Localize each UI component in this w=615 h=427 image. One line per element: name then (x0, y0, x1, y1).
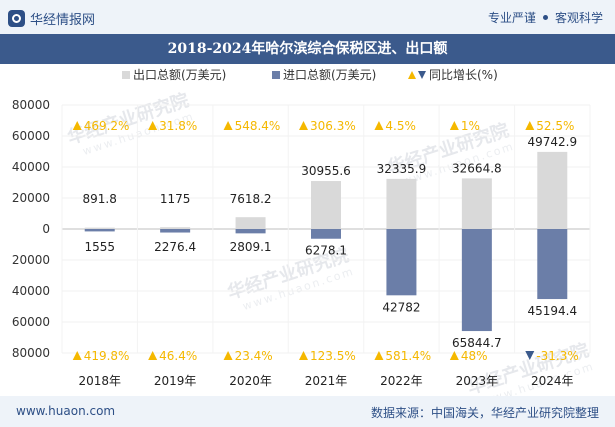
import-growth-label: 581.4% (385, 349, 431, 363)
legend-export-swatch (122, 71, 130, 79)
footer-source: 数据来源：中国海关，华经产业研究院整理 (370, 406, 599, 420)
export-growth-label: 469.2% (84, 119, 130, 133)
export-bar (386, 178, 417, 229)
footer: www.huaon.com 数据来源：中国海关，华经产业研究院整理 (0, 396, 615, 427)
gridlines (61, 104, 591, 354)
brand-name: 华经情报网 (30, 13, 96, 28)
y-tick-label: 80000 (12, 98, 50, 112)
bars (84, 151, 568, 332)
import-growth-label: 23.4% (235, 349, 273, 363)
import-growth-up-icon (374, 351, 384, 360)
export-bar (461, 178, 492, 229)
legend-growth-up-icon (408, 71, 416, 79)
x-axis: 2018年 2019年 2020年 2021年 2022年 2023年 2024年 (78, 374, 573, 388)
import-bar (386, 229, 417, 296)
export-growth-up-icon (374, 121, 384, 130)
import-growth-up-icon (223, 351, 233, 360)
legend-growth-down-icon (418, 71, 426, 79)
export-value-label: 30955.6 (301, 164, 351, 178)
chart-area: 华经产业研究院www.huaon.com华经产业研究院www.huaon.com… (12, 68, 596, 396)
import-bar (461, 229, 492, 332)
export-growth-up-icon (148, 121, 158, 130)
export-bar (311, 181, 341, 229)
export-value-label: 891.8 (83, 192, 117, 206)
slogan-left: 专业严谨 (487, 11, 536, 25)
footer-website[interactable]: www.huaon.com (16, 404, 116, 418)
import-value-label: 2809.1 (230, 240, 272, 254)
export-growth-label: 548.4% (235, 119, 281, 133)
y-axis: 80000 60000 40000 20000 0 20000 40000 60000 8000… (12, 98, 50, 360)
y-tick-label: 40000 (12, 284, 50, 298)
import-growth-up-icon (299, 351, 308, 360)
y-tick-label: 60000 (12, 315, 50, 329)
export-value-label: 7618.2 (230, 192, 272, 206)
y-tick-label: 20000 (12, 191, 50, 205)
import-growth-label: 123.5% (310, 349, 356, 363)
import-bar (160, 229, 191, 233)
import-growth-label: 419.8% (84, 349, 130, 363)
x-tick-label: 2022年 (380, 374, 423, 388)
brand-logo-icon (8, 10, 25, 27)
legend-import-label: 进口总额(万美元) (283, 68, 376, 82)
legend: 出口总额(万美元) 进口总额(万美元) 同比增长(%) (122, 68, 498, 82)
y-tick-label: 20000 (12, 253, 50, 267)
import-bar (537, 229, 568, 300)
export-value-label: 1175 (160, 192, 191, 206)
brand[interactable]: 华经情报网 (8, 9, 95, 28)
tagline: 专业严谨 客观科学 (488, 9, 603, 26)
slogan-right: 客观科学 (554, 11, 603, 25)
y-tick-label: 40000 (12, 160, 50, 174)
y-tick-label: 80000 (12, 346, 50, 360)
export-value-label: 32335.9 (377, 162, 427, 176)
export-growth-up-icon (525, 121, 535, 130)
import-value-label: 42782 (382, 300, 420, 314)
x-tick-label: 2020年 (229, 374, 272, 388)
import-bar (84, 229, 115, 232)
export-growth-label: 1% (461, 119, 480, 133)
export-growth-label: 31.8% (159, 119, 197, 133)
import-bar (311, 229, 341, 239)
bullet-dot-icon (542, 15, 548, 20)
import-growth-up-icon (449, 351, 459, 360)
x-tick-label: 2023年 (456, 374, 499, 388)
import-growth-up-icon (72, 351, 82, 360)
import-value-label: 45194.4 (527, 304, 577, 318)
export-value-label: 32664.8 (452, 161, 502, 175)
export-bar (537, 151, 568, 229)
legend-growth-label: 同比增长(%) (429, 68, 498, 82)
legend-import-swatch (272, 71, 280, 79)
export-bar (235, 217, 266, 229)
import-value-label: 65844.7 (452, 336, 502, 350)
export-bar (160, 227, 191, 229)
export-value-label: 49742.9 (527, 135, 577, 149)
export-growth-up-icon (449, 121, 459, 130)
export-bar (84, 227, 115, 229)
import-growth-label: -31.3% (536, 349, 578, 363)
x-tick-label: 2024年 (531, 374, 574, 388)
top-bar: 华经情报网 专业严谨 客观科学 (0, 0, 615, 34)
growth-markers: 469.2% 419.8% 31.8% 46.4% 548.4% 23.4% 306.3% 1… (72, 119, 579, 363)
y-tick-label: 60000 (12, 129, 50, 143)
chart-title: 2018-2024年哈尔滨综合保税区进、出口额 (0, 34, 615, 64)
legend-export-label: 出口总额(万美元) (133, 68, 226, 82)
x-tick-label: 2019年 (154, 374, 197, 388)
export-growth-up-icon (72, 121, 82, 130)
export-growth-label: 52.5% (536, 119, 574, 133)
data-labels: 891.8 1555 1175 2276.4 7618.2 2809.1 30955.6 62… (83, 135, 578, 350)
y-tick-label: 0 (42, 222, 50, 236)
import-growth-up-icon (148, 351, 158, 360)
import-bar (235, 229, 266, 234)
import-value-label: 6278.1 (305, 244, 347, 258)
import-value-label: 2276.4 (154, 240, 196, 254)
export-growth-label: 306.3% (310, 119, 356, 133)
x-tick-label: 2021年 (305, 374, 348, 388)
import-growth-label: 48% (461, 349, 488, 363)
export-growth-up-icon (299, 121, 308, 130)
import-value-label: 1555 (84, 240, 115, 254)
export-growth-label: 4.5% (385, 119, 416, 133)
export-growth-up-icon (223, 121, 233, 130)
x-tick-label: 2018年 (78, 374, 121, 388)
import-growth-down-icon (525, 351, 535, 360)
import-growth-label: 46.4% (159, 349, 197, 363)
